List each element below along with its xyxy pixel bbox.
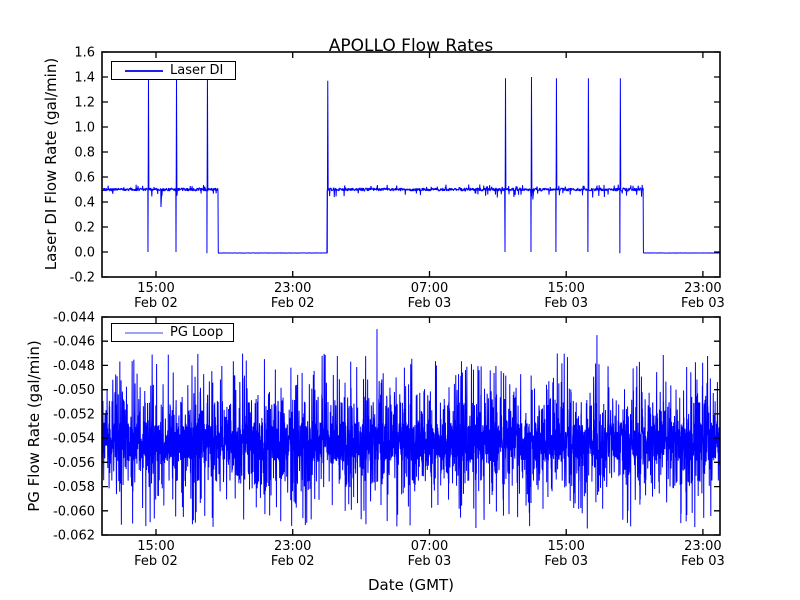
x-tick-date-label: Feb 02 xyxy=(134,296,178,311)
y-tick-label: -0.2 xyxy=(70,271,95,286)
y-tick-label: -0.052 xyxy=(53,407,95,422)
y-tick-label: -0.062 xyxy=(53,529,95,544)
x-tick-date-label: Feb 03 xyxy=(544,554,588,569)
chart-title: APOLLO Flow Rates xyxy=(328,36,494,56)
x-tick-date-label: Feb 03 xyxy=(408,296,452,311)
x-tick-time-label: 15:00 xyxy=(547,281,584,296)
y-tick-label: -0.054 xyxy=(53,432,95,447)
pg-loop-legend: PG Loop xyxy=(111,323,234,342)
x-tick-time-label: 15:00 xyxy=(137,281,174,296)
y-tick-label: 1.2 xyxy=(74,96,95,111)
y-tick-label: 0.4 xyxy=(74,196,95,211)
y-tick-label: 0.6 xyxy=(74,171,95,186)
pg-loop-legend-label: PG Loop xyxy=(170,325,224,340)
x-tick-date-label: Feb 03 xyxy=(544,296,588,311)
x-tick-time-label: 07:00 xyxy=(411,539,448,554)
laser-di-legend-label: Laser DI xyxy=(170,63,224,78)
laser-di-legend: Laser DI xyxy=(111,61,236,80)
laser-di-line xyxy=(101,73,720,254)
x-tick-date-label: Feb 03 xyxy=(408,554,452,569)
x-tick-time-label: 23:00 xyxy=(684,281,721,296)
y-tick-label: 0.8 xyxy=(74,146,95,161)
pg-loop-legend-line-sample xyxy=(125,331,163,334)
x-tick-time-label: 15:00 xyxy=(547,539,584,554)
x-tick-date-label: Feb 02 xyxy=(271,296,315,311)
y-tick-label: 1.4 xyxy=(74,71,95,86)
y-tick-label: 0.0 xyxy=(74,246,95,261)
x-tick-time-label: 23:00 xyxy=(274,539,311,554)
y-tick-label: 0.2 xyxy=(74,221,95,236)
y-tick-label: -0.048 xyxy=(53,359,95,374)
y-tick-label: 1.0 xyxy=(74,121,95,136)
y-tick-label: -0.060 xyxy=(53,504,95,519)
y-tick-label: -0.046 xyxy=(53,335,95,350)
y-tick-label: 1.6 xyxy=(74,46,95,61)
x-tick-date-label: Feb 02 xyxy=(134,554,178,569)
laser-di-y-axis-label: Laser DI Flow Rate (gal/min) xyxy=(42,57,60,271)
x-tick-time-label: 15:00 xyxy=(137,539,174,554)
y-tick-label: -0.058 xyxy=(53,480,95,495)
pg-plot-frame xyxy=(101,316,721,536)
y-tick-label: -0.056 xyxy=(53,456,95,471)
laser-di-legend-line-sample xyxy=(125,69,163,72)
y-tick-label: -0.044 xyxy=(53,311,95,326)
x-tick-date-label: Feb 03 xyxy=(681,554,725,569)
pg-loop-line xyxy=(101,329,721,529)
x-tick-date-label: Feb 02 xyxy=(271,554,315,569)
laser-tick-marks xyxy=(102,51,720,278)
x-tick-time-label: 23:00 xyxy=(274,281,311,296)
pg-y-axis-label: PG Flow Rate (gal/min) xyxy=(25,340,43,512)
x-axis-label: Date (GMT) xyxy=(367,576,455,594)
x-tick-time-label: 23:00 xyxy=(684,539,721,554)
x-tick-time-label: 07:00 xyxy=(411,281,448,296)
laser-plot-frame xyxy=(101,51,721,278)
y-tick-label: -0.050 xyxy=(53,383,95,398)
x-tick-date-label: Feb 03 xyxy=(681,296,725,311)
